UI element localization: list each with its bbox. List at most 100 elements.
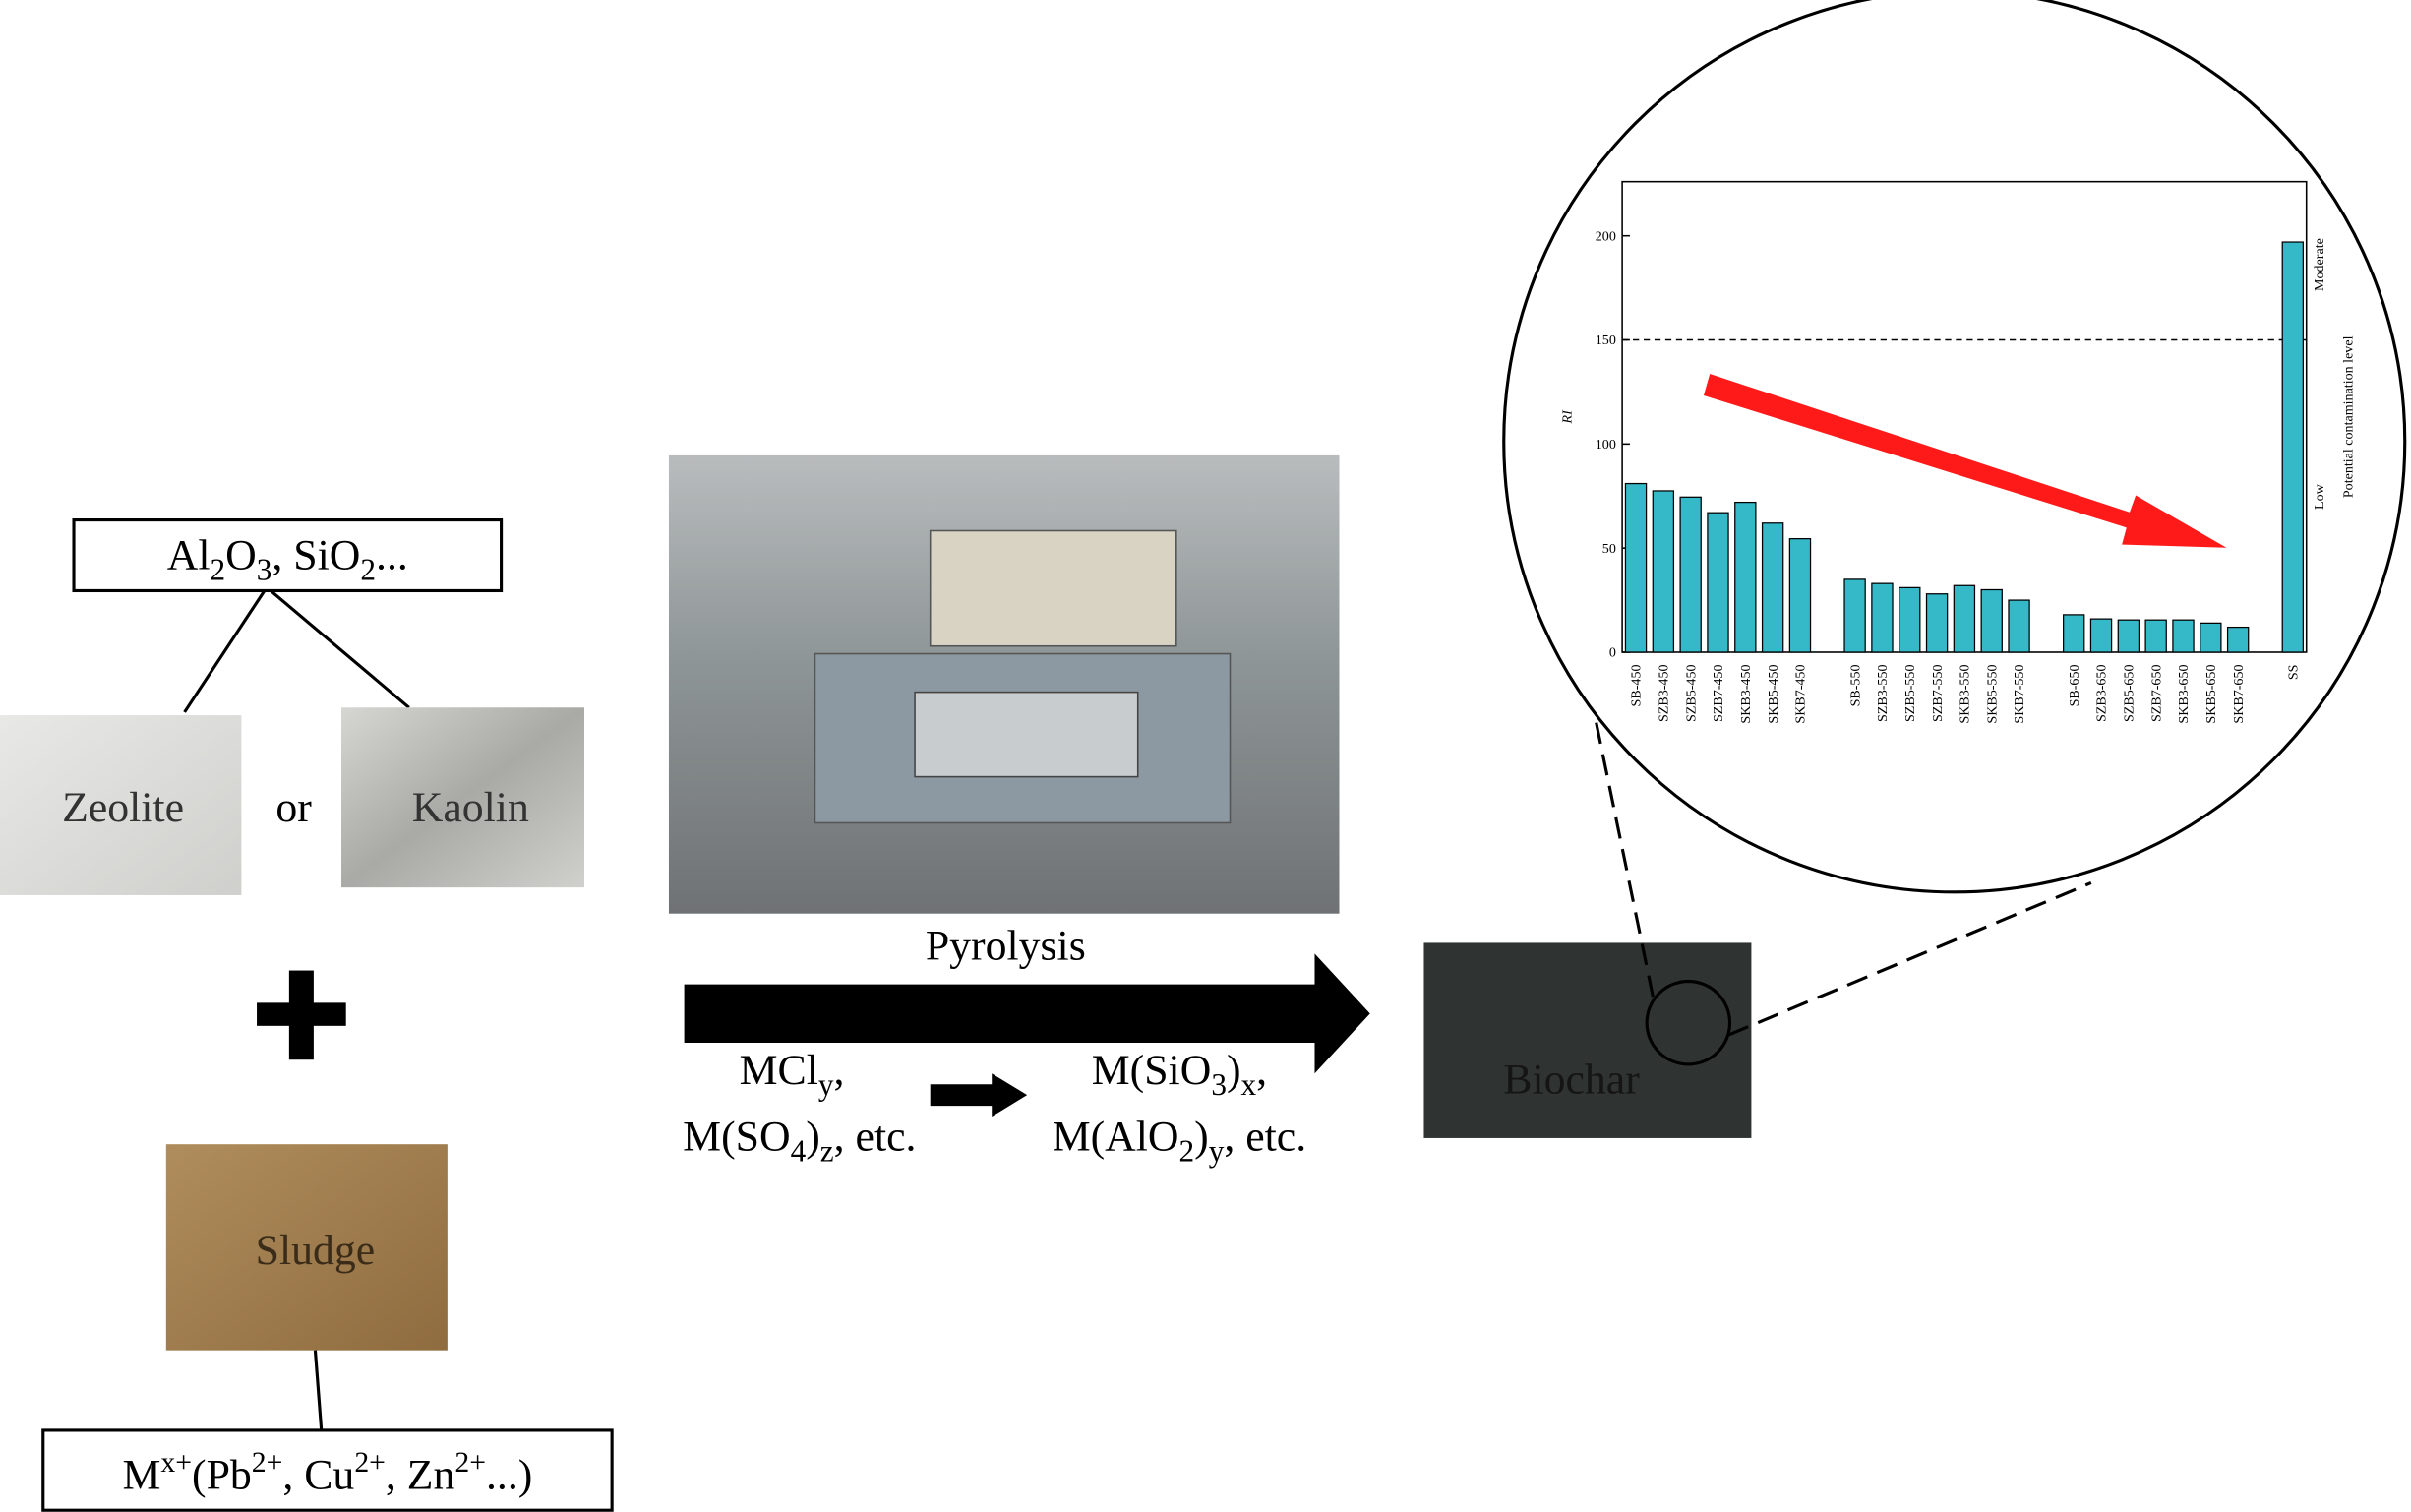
x-tick-label: SKB5-550 bbox=[1984, 664, 2000, 723]
bar bbox=[2200, 622, 2222, 653]
subscript: 2 bbox=[1179, 1133, 1195, 1168]
bar bbox=[1925, 593, 1949, 653]
trend-arrow bbox=[1703, 374, 2227, 548]
bar bbox=[2281, 241, 2304, 653]
product: M(AlO2)y, etc. bbox=[1053, 1113, 1306, 1168]
x-tick-label: SB-450 bbox=[1629, 664, 1645, 706]
x-tick-label: SKB7-450 bbox=[1793, 664, 1809, 723]
superscript: x+ bbox=[160, 1447, 192, 1479]
product: M(SiO3)x, bbox=[1092, 1047, 1267, 1102]
subscript: x bbox=[1241, 1067, 1257, 1102]
level-label: Moderate bbox=[2312, 238, 2327, 291]
subscript: y bbox=[1209, 1133, 1225, 1168]
x-tick-label: SZB7-550 bbox=[1930, 664, 1946, 722]
formula-part: M(AlO bbox=[1053, 1113, 1179, 1160]
connector bbox=[183, 589, 267, 713]
formula-part: , etc. bbox=[1224, 1113, 1306, 1160]
plus-sign bbox=[288, 970, 314, 1060]
y-tick-label: 150 bbox=[1596, 333, 1616, 348]
x-tick-label: SZB5-650 bbox=[2122, 664, 2138, 722]
superscript: 2+ bbox=[252, 1447, 283, 1479]
subscript: 2 bbox=[211, 553, 226, 587]
or-label: or bbox=[275, 784, 312, 831]
level-label: Low bbox=[2312, 483, 2327, 510]
bar bbox=[2226, 626, 2250, 653]
bar bbox=[1679, 496, 1702, 653]
bar bbox=[1734, 501, 1757, 653]
x-tick-label: SKB3-450 bbox=[1738, 664, 1754, 723]
formula-box bbox=[72, 517, 504, 593]
formula-part: Al bbox=[167, 532, 211, 579]
y-tick-label: 200 bbox=[1596, 228, 1616, 244]
bar bbox=[2008, 599, 2030, 653]
bar bbox=[2172, 619, 2195, 653]
x-tick-label: SZB3-550 bbox=[1875, 664, 1891, 722]
machine-furnace bbox=[929, 529, 1177, 647]
x-tick-label: SKB7-650 bbox=[2231, 664, 2247, 723]
x-tick-label: SZB5-550 bbox=[1902, 664, 1918, 722]
connector bbox=[313, 1350, 324, 1431]
inset-chart: RI Moderate Low Potential contamination … bbox=[1560, 180, 2357, 724]
bar bbox=[1953, 584, 1976, 653]
kaolin-label: Kaolin bbox=[412, 784, 529, 831]
zeolite-photo bbox=[0, 715, 242, 895]
formula-part: ) bbox=[1227, 1047, 1241, 1094]
formula-part: , Cu bbox=[282, 1451, 354, 1498]
bar bbox=[2089, 618, 2113, 653]
process-label: Pyrolysis bbox=[926, 923, 1086, 970]
x-tick-label: SKB7-550 bbox=[2012, 664, 2027, 723]
formula-part: , Zn bbox=[386, 1451, 455, 1498]
formula-part: M(SiO bbox=[1092, 1047, 1212, 1094]
x-tick-label: SB-650 bbox=[2067, 664, 2082, 706]
x-tick-label: SS bbox=[2285, 664, 2301, 680]
biochar-photo bbox=[1423, 942, 1752, 1138]
bar bbox=[1788, 538, 1812, 653]
y-tick-label: 0 bbox=[1609, 645, 1616, 661]
reactant: M(SO4)z, etc. bbox=[683, 1113, 916, 1168]
subscript: z bbox=[820, 1133, 834, 1168]
formula-part: , SiO bbox=[271, 532, 360, 579]
x-tick-label: SKB3-650 bbox=[2176, 664, 2192, 723]
bar bbox=[1761, 522, 1784, 653]
x-tick-label: SKB3-550 bbox=[1958, 664, 1973, 723]
formula-part: ) bbox=[1194, 1113, 1209, 1160]
zoom-line bbox=[1727, 881, 2092, 1037]
bar bbox=[2144, 619, 2167, 653]
x-tick-label: SB-550 bbox=[1847, 664, 1863, 706]
formula-part: ...) bbox=[486, 1451, 532, 1498]
formula: Al2O3, SiO2... bbox=[167, 532, 408, 587]
bar bbox=[1871, 582, 1894, 653]
zoom-circle bbox=[1645, 979, 1732, 1066]
subscript: 2 bbox=[360, 553, 376, 587]
formula-part: MCl bbox=[740, 1047, 818, 1094]
subscript: 3 bbox=[257, 553, 272, 587]
formula-part: , etc. bbox=[834, 1113, 917, 1160]
reaction-arrow bbox=[930, 1073, 1028, 1118]
formula-part: (Pb bbox=[192, 1451, 252, 1498]
x-tick-label: SZB3-650 bbox=[2094, 664, 2110, 722]
connector bbox=[270, 589, 410, 709]
y-tick-label: 100 bbox=[1596, 437, 1616, 453]
formula-part: ... bbox=[376, 532, 408, 579]
bar bbox=[2063, 614, 2085, 653]
bar bbox=[1980, 588, 2003, 653]
y-tick-label: 50 bbox=[1602, 541, 1616, 557]
bar bbox=[1652, 490, 1675, 653]
subscript: 4 bbox=[791, 1133, 807, 1168]
x-tick-label: SZB5-450 bbox=[1683, 664, 1699, 722]
formula-part: ) bbox=[806, 1113, 820, 1160]
formula-part: O bbox=[225, 532, 257, 579]
x-tick-label: SZB3-450 bbox=[1657, 664, 1672, 722]
process-arrow bbox=[684, 953, 1370, 1074]
sludge-photo bbox=[165, 1144, 448, 1351]
inset-circle bbox=[1502, 0, 2407, 894]
superscript: 2+ bbox=[454, 1447, 486, 1479]
formula-part: M(SO bbox=[683, 1113, 790, 1160]
sludge-label: Sludge bbox=[256, 1227, 376, 1274]
subscript: y bbox=[818, 1067, 834, 1102]
machine-panel bbox=[914, 691, 1139, 778]
bar bbox=[1707, 512, 1729, 653]
level-title: Potential contamination level bbox=[2341, 335, 2357, 498]
